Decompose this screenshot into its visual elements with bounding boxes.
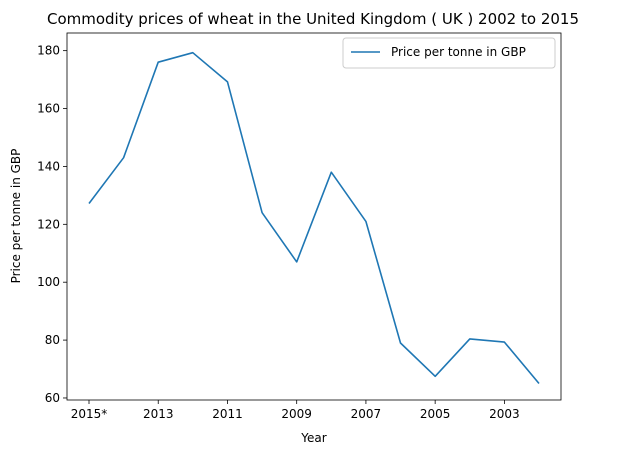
- x-tick-label: 2007: [351, 407, 382, 421]
- x-tick-label: 2013: [143, 407, 174, 421]
- y-tick-label: 160: [37, 102, 60, 116]
- legend: Price per tonne in GBP: [342, 37, 556, 69]
- y-tick-label: 100: [37, 275, 60, 289]
- y-tick-label: 60: [45, 391, 60, 405]
- series-lines: [88, 51, 540, 385]
- x-axis: 2015* 2013 2011 2009 2007 2005 2003: [71, 400, 520, 421]
- x-tick-label: 2011: [212, 407, 243, 421]
- y-tick-label: 120: [37, 217, 60, 231]
- x-axis-label: Year: [300, 431, 326, 445]
- y-tick-label: 80: [45, 333, 60, 347]
- legend-box: [342, 37, 556, 69]
- y-tick-label: 180: [37, 44, 60, 58]
- y-axis: 60 80 100 120 140 160 180: [37, 44, 67, 405]
- x-tick-label: 2015*: [71, 407, 108, 421]
- series-line: [88, 51, 540, 385]
- legend-label: Price per tonne in GBP: [391, 45, 526, 59]
- x-tick-label: 2003: [489, 407, 520, 421]
- y-tick-label: 140: [37, 159, 60, 173]
- x-tick-label: 2009: [281, 407, 312, 421]
- chart-title: Commodity prices of wheat in the United …: [47, 10, 579, 28]
- x-tick-label: 2005: [420, 407, 451, 421]
- y-axis-label: Price per tonne in GBP: [9, 149, 23, 284]
